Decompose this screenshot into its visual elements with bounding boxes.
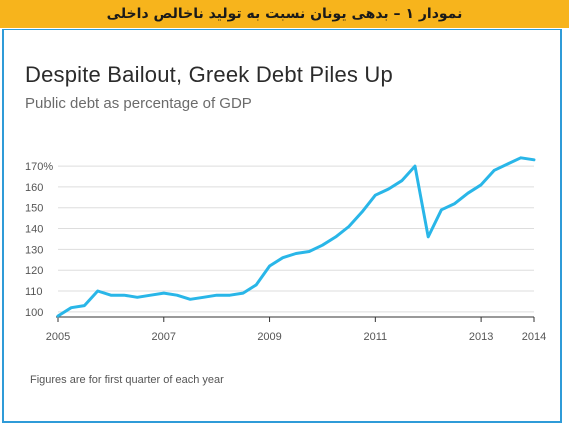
y-tick-label: 140 xyxy=(25,224,43,236)
chart-banner: نمودار ۱ – بدهی یونان نسبت به تولید ناخا… xyxy=(0,0,569,28)
x-tick-label: 2009 xyxy=(257,331,281,343)
chart-frame xyxy=(2,29,562,423)
chart-footnote: Figures are for first quarter of each ye… xyxy=(30,374,224,386)
x-tick-label: 2007 xyxy=(152,331,176,343)
x-tick-label: 2014 xyxy=(522,331,546,343)
x-tick-label: 2013 xyxy=(469,331,493,343)
y-tick-label: 110 xyxy=(25,286,43,298)
y-tick-label: 160 xyxy=(25,182,43,194)
y-tick-label: 130 xyxy=(25,244,43,256)
y-tick-label: 120 xyxy=(25,265,43,277)
debt-series-line xyxy=(56,156,536,318)
chart-subtitle: Public debt as percentage of GDP xyxy=(25,95,252,112)
x-tick-label: 2011 xyxy=(364,331,388,343)
y-tick-label: 170% xyxy=(25,161,53,173)
x-tick-label: 2005 xyxy=(46,331,70,343)
y-tick-label: 150 xyxy=(25,203,43,215)
chart-title: Despite Bailout, Greek Debt Piles Up xyxy=(25,62,393,87)
y-tick-label: 100 xyxy=(25,307,43,319)
